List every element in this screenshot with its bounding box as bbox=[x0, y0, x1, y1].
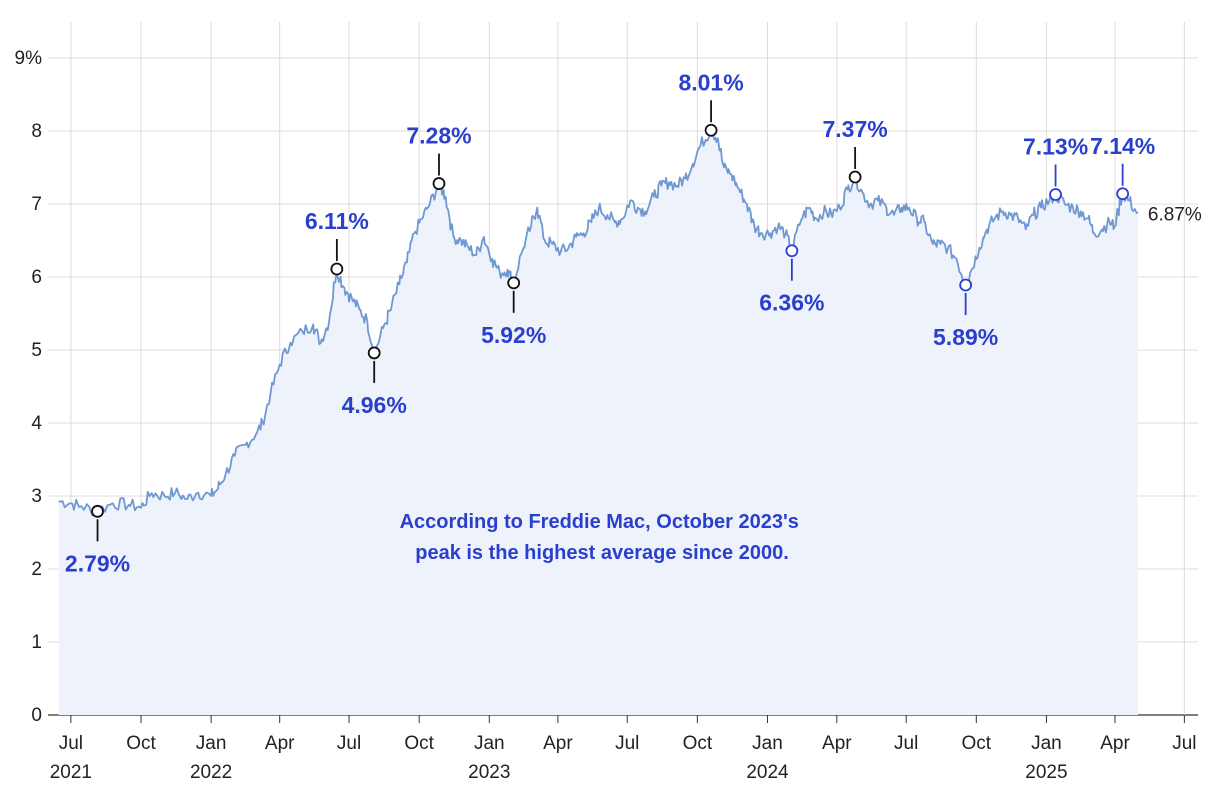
y-tick-label: 0 bbox=[31, 705, 42, 726]
annotation-label: 5.89% bbox=[933, 324, 998, 350]
y-axis: 9% 8 7 6 5 4 3 2 1 0 bbox=[15, 48, 43, 726]
annotation-4.96%: 4.96% bbox=[342, 346, 407, 418]
annotation-marker bbox=[848, 170, 862, 184]
annotation-label: 6.36% bbox=[759, 290, 824, 316]
annotation-5.89%: 5.89% bbox=[933, 278, 998, 350]
x-tick-label: Oct bbox=[126, 733, 156, 754]
annotation-label: 6.11% bbox=[305, 208, 369, 234]
annotation-6.36%: 6.36% bbox=[759, 244, 824, 316]
y-tick-label: 9% bbox=[15, 48, 43, 69]
rate-area-fill bbox=[58, 130, 1138, 716]
annotation-marker bbox=[1116, 187, 1130, 201]
annotation-label: 7.13% bbox=[1023, 134, 1088, 160]
x-tick-label: Jul bbox=[337, 733, 361, 754]
annotation-label: 2.79% bbox=[65, 550, 130, 576]
x-tick-label: Oct bbox=[404, 733, 434, 754]
y-tick-label: 8 bbox=[31, 121, 42, 142]
x-tick-label: Apr bbox=[265, 733, 295, 754]
annotation-marker bbox=[432, 177, 446, 190]
annotation-label: 5.92% bbox=[481, 322, 546, 348]
annotation-marker bbox=[785, 244, 799, 258]
annotation-marker bbox=[704, 123, 718, 137]
y-tick-label: 1 bbox=[31, 632, 42, 653]
annotation-marker bbox=[91, 504, 104, 518]
end-value-label: 6.87% bbox=[1148, 204, 1202, 225]
y-tick-label: 4 bbox=[31, 413, 42, 434]
y-tick-label: 7 bbox=[31, 194, 42, 215]
y-tick-label: 2 bbox=[31, 559, 42, 580]
x-tick-label: Jul bbox=[894, 733, 918, 754]
x-tick-label: Jan bbox=[474, 733, 505, 754]
annotation-label: 7.28% bbox=[406, 123, 471, 149]
annotation-note: According to Freddie Mac, October 2023's… bbox=[400, 511, 805, 564]
x-tick-label: Apr bbox=[822, 733, 852, 754]
annotation-label: 8.01% bbox=[678, 69, 743, 95]
y-tick-label: 3 bbox=[31, 486, 42, 507]
x-year-label: 2024 bbox=[746, 762, 789, 783]
annotation-label: 4.96% bbox=[342, 392, 407, 418]
annotation-marker bbox=[507, 276, 521, 290]
rate-line bbox=[58, 129, 1139, 517]
annotation-marker bbox=[367, 346, 381, 360]
x-year-label: 2021 bbox=[50, 762, 92, 783]
x-tick-label: Apr bbox=[1100, 733, 1130, 754]
x-axis: Jul 2021 Oct Jan 2022 Apr Jul Oct Jan 2023 Apr Jul O… bbox=[50, 715, 1197, 783]
annotation-7.13%: 7.13% bbox=[1023, 134, 1088, 201]
x-tick-label: Jan bbox=[1031, 733, 1062, 754]
x-tick-label: Jan bbox=[196, 733, 227, 754]
x-year-label: 2025 bbox=[1025, 762, 1067, 783]
annotation-6.11%: 6.11% bbox=[305, 208, 369, 276]
x-year-label: 2022 bbox=[190, 762, 232, 783]
x-tick-label: Apr bbox=[543, 733, 573, 754]
annotation-marker bbox=[1049, 188, 1062, 201]
x-tick-label: Jul bbox=[1172, 733, 1196, 754]
x-tick-label: Jan bbox=[752, 733, 783, 754]
annotation-2.79%: 2.79% bbox=[65, 504, 130, 576]
annotation-note-line-2: peak is the highest average since 2000. bbox=[415, 542, 789, 564]
annotation-7.28%: 7.28% bbox=[406, 123, 472, 190]
annotation-5.92%: 5.92% bbox=[481, 276, 546, 348]
x-tick-label: Jul bbox=[59, 733, 83, 754]
annotation-7.14%: 7.14% bbox=[1090, 133, 1155, 201]
x-tick-label: Oct bbox=[683, 733, 713, 754]
annotation-note-line-1: According to Freddie Mac, October 2023's bbox=[400, 511, 799, 533]
y-tick-label: 5 bbox=[31, 340, 42, 361]
annotation-marker bbox=[959, 278, 973, 292]
x-tick-label: Oct bbox=[962, 733, 992, 754]
annotation-label: 7.14% bbox=[1090, 133, 1155, 159]
x-tick-label: Jul bbox=[615, 733, 639, 754]
annotation-label: 7.37% bbox=[823, 116, 888, 142]
annotations: 2.79% 6.11% 4.96% 7.28% 5.92% 8.01% 6.36% 7.37%… bbox=[65, 69, 1155, 576]
x-year-label: 2023 bbox=[468, 762, 510, 783]
y-tick-label: 6 bbox=[31, 267, 42, 288]
annotation-7.37%: 7.37% bbox=[823, 116, 888, 184]
annotation-marker bbox=[330, 262, 344, 276]
annotation-8.01%: 8.01% bbox=[678, 69, 744, 137]
